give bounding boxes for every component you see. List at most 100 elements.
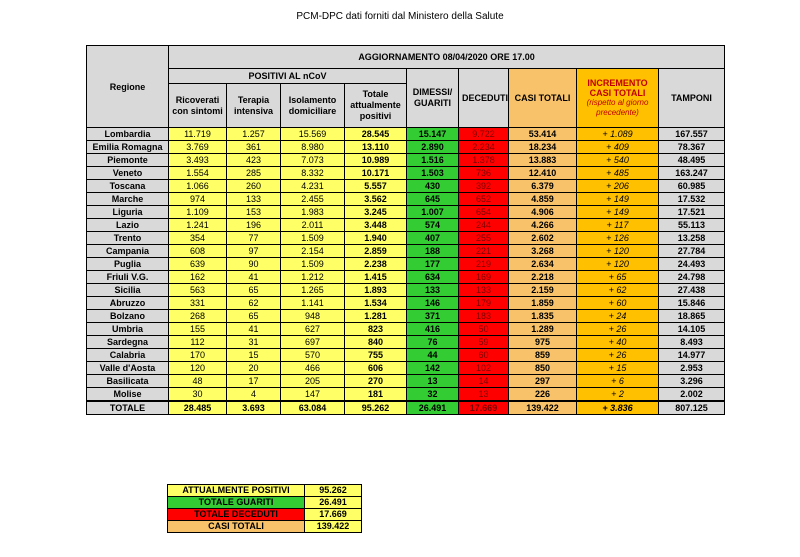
cell-terapia: 153 [226,205,281,219]
cell-dimessi: 634 [406,270,459,284]
region-header: Regione [86,45,169,128]
cell-ricoverati: 331 [168,296,227,310]
cell-incremento: + 2 [576,387,659,402]
cell-deceduti: 219 [458,257,509,271]
cell-isolamento: 2.455 [280,192,345,206]
cell-tamponi: 60.985 [657,179,726,193]
tamponi-header: TAMPONI [657,68,726,128]
cell-incremento: + 540 [576,153,659,167]
cell-regione: Sardegna [86,335,169,349]
cell-totale: 3.245 [344,205,407,219]
summary-row: CASI TOTALI 139.422 [167,520,362,533]
cell-isolamento: 1.265 [280,283,345,297]
cell-casi: 859 [508,348,577,362]
cell-deceduti: 654 [458,205,509,219]
summary-row: ATTUALMENTE POSITIVI 95.262 [167,484,362,497]
cell-incremento: + 206 [576,179,659,193]
cell-totale: 270 [344,374,407,388]
cell-deceduti: 60 [458,348,509,362]
table-row: Lombardia 11.719 1.257 15.569 28.545 15.147 9.… [86,127,726,141]
cell-tamponi: 27.438 [657,283,726,297]
cell-deceduti: 13 [458,387,509,402]
cell-terapia: 423 [226,153,281,167]
summary-value: 95.262 [304,484,362,497]
cell-deceduti: 9.722 [458,127,509,141]
cell-casi: 2.602 [508,231,577,245]
cell-dimessi: 1.516 [406,153,459,167]
cell-terapia: 90 [226,257,281,271]
cell-ricoverati: 1.241 [168,218,227,232]
total-row: TOTALE 28.485 3.693 63.084 95.262 26.491 17.66… [86,400,726,415]
cell-terapia: 62 [226,296,281,310]
cell-terapia: 1.257 [226,127,281,141]
cell-terapia: 41 [226,322,281,336]
cell-incremento: + 149 [576,205,659,219]
cell-isolamento: 627 [280,322,345,336]
cell-isolamento: 1.212 [280,270,345,284]
cell-ricoverati: 120 [168,361,227,375]
cell-ricoverati: 112 [168,335,227,349]
cell-totale: 3.448 [344,218,407,232]
cell-deceduti: 102 [458,361,509,375]
table-row: Marche 974 133 2.455 3.562 645 652 4.859 + 149 17… [86,192,726,206]
cell-deceduti: 17.669 [458,400,509,415]
table-row: Molise 30 4 147 181 32 13 226 + 2 2.002 [86,387,726,402]
cell-terapia: 260 [226,179,281,193]
cell-dimessi: 645 [406,192,459,206]
cell-regione: Valle d'Aosta [86,361,169,375]
cell-tamponi: 17.532 [657,192,726,206]
cell-isolamento: 466 [280,361,345,375]
cell-regione: Campania [86,244,169,258]
cell-ricoverati: 48 [168,374,227,388]
table-row: Liguria 1.109 153 1.983 3.245 1.007 654 4.906 + … [86,205,726,219]
cell-ricoverati: 3.493 [168,153,227,167]
summary-value: 26.491 [304,496,362,509]
summary-row: TOTALE DECEDUTI 17.669 [167,508,362,521]
cell-dimessi: 574 [406,218,459,232]
summary-label: TOTALE GUARITI [167,496,305,509]
incremento-title: INCREMENTO CASI TOTALI [587,78,648,98]
cell-isolamento: 2.154 [280,244,345,258]
cell-tamponi: 163.247 [657,166,726,180]
cell-ricoverati: 162 [168,270,227,284]
cell-terapia: 77 [226,231,281,245]
cell-totale: 755 [344,348,407,362]
table-row: Basilicata 48 17 205 270 13 14 297 + 6 3.296 [86,374,726,388]
cell-totale: 95.262 [344,400,407,415]
cell-totale: 606 [344,361,407,375]
cell-tamponi: 48.495 [657,153,726,167]
cell-totale: 28.545 [344,127,407,141]
cell-casi: 139.422 [508,400,577,415]
summary-value: 17.669 [304,508,362,521]
cell-casi: 12.410 [508,166,577,180]
cell-ricoverati: 30 [168,387,227,402]
cell-deceduti: 1.378 [458,153,509,167]
cell-terapia: 41 [226,270,281,284]
cell-totale: 2.238 [344,257,407,271]
cell-ricoverati: 1.109 [168,205,227,219]
summary-label: CASI TOTALI [167,520,305,533]
cell-casi: 297 [508,374,577,388]
cell-dimessi: 2.890 [406,140,459,154]
cell-regione: Sicilia [86,283,169,297]
cell-deceduti: 392 [458,179,509,193]
cell-dimessi: 1.503 [406,166,459,180]
cell-casi: 2.218 [508,270,577,284]
cell-totale: 181 [344,387,407,402]
cell-dimessi: 133 [406,283,459,297]
cell-isolamento: 15.569 [280,127,345,141]
cell-totale: 1.415 [344,270,407,284]
cell-totale: 1.534 [344,296,407,310]
cell-casi: 1.289 [508,322,577,336]
cell-dimessi: 26.491 [406,400,459,415]
cell-incremento: + 65 [576,270,659,284]
cell-casi: 4.266 [508,218,577,232]
cell-tamponi: 13.258 [657,231,726,245]
cell-regione: Lombardia [86,127,169,141]
cell-regione: Friuli V.G. [86,270,169,284]
cell-isolamento: 63.084 [280,400,345,415]
cell-casi: 6.379 [508,179,577,193]
cell-incremento: + 26 [576,322,659,336]
table-row: Campania 608 97 2.154 2.859 188 221 3.268 + 120 2… [86,244,726,258]
cell-casi: 1.859 [508,296,577,310]
